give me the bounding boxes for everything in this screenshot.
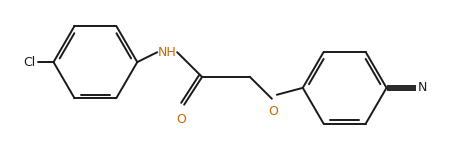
Text: N: N xyxy=(416,81,426,94)
Text: O: O xyxy=(176,113,186,126)
Text: Cl: Cl xyxy=(23,56,35,69)
Text: O: O xyxy=(267,105,277,118)
Text: NH: NH xyxy=(158,46,177,59)
